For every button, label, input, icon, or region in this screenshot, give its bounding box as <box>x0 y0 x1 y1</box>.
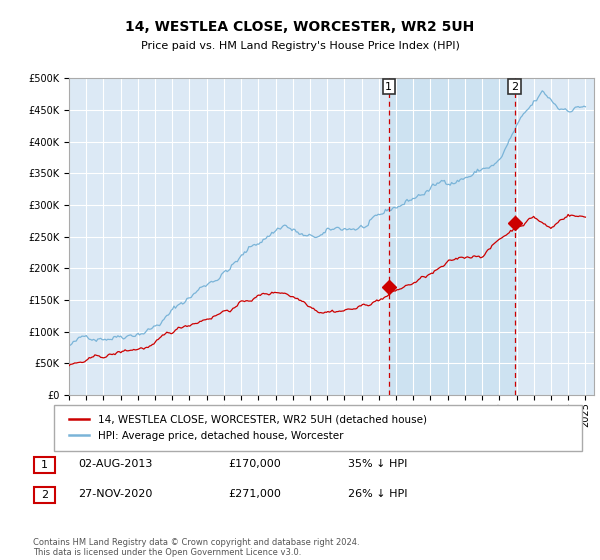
Bar <box>389 78 515 395</box>
Text: 35% ↓ HPI: 35% ↓ HPI <box>348 459 407 469</box>
Text: 1: 1 <box>41 460 48 470</box>
Legend: 14, WESTLEA CLOSE, WORCESTER, WR2 5UH (detached house), HPI: Average price, deta: 14, WESTLEA CLOSE, WORCESTER, WR2 5UH (d… <box>64 410 431 445</box>
Text: £170,000: £170,000 <box>228 459 281 469</box>
Text: 02-AUG-2013: 02-AUG-2013 <box>78 459 152 469</box>
Text: 2: 2 <box>41 490 48 500</box>
Text: 26% ↓ HPI: 26% ↓ HPI <box>348 489 407 499</box>
Text: 2: 2 <box>511 82 518 92</box>
Text: Price paid vs. HM Land Registry's House Price Index (HPI): Price paid vs. HM Land Registry's House … <box>140 41 460 51</box>
Text: 14, WESTLEA CLOSE, WORCESTER, WR2 5UH: 14, WESTLEA CLOSE, WORCESTER, WR2 5UH <box>125 20 475 34</box>
Text: 27-NOV-2020: 27-NOV-2020 <box>78 489 152 499</box>
Text: 1: 1 <box>385 82 392 92</box>
Text: Contains HM Land Registry data © Crown copyright and database right 2024.
This d: Contains HM Land Registry data © Crown c… <box>33 538 359 557</box>
Text: £271,000: £271,000 <box>228 489 281 499</box>
